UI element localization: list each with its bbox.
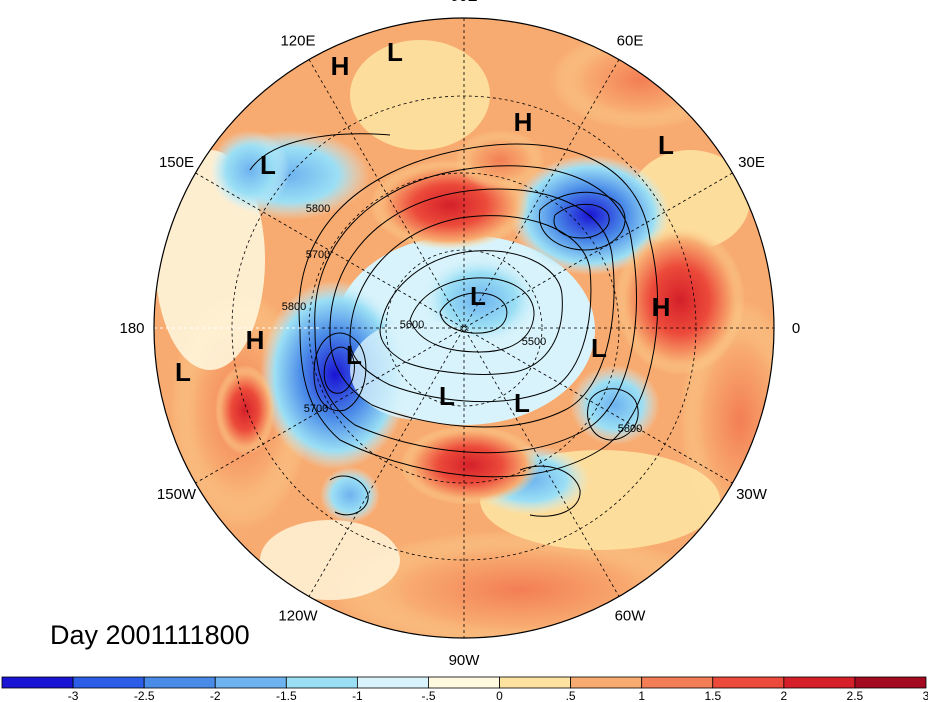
anomaly-field [154, 18, 774, 638]
colorbar-tick-label: 3 [923, 689, 928, 702]
low-pressure-marker: L [591, 333, 607, 363]
low-pressure-marker: L [260, 150, 276, 180]
colorbar-tick-label: -2.5 [134, 689, 155, 702]
low-pressure-marker: L [658, 130, 674, 160]
longitude-label: 60E [617, 33, 644, 50]
longitude-label: 30E [738, 154, 765, 171]
map-title: Day 2001111800 [50, 620, 250, 650]
colorbar-swatch [72, 676, 145, 689]
colorbar-swatch [356, 676, 429, 689]
colorbar-tick-label: -1.5 [276, 689, 297, 702]
colorbar-swatch [499, 676, 572, 689]
low-pressure-marker: L [470, 281, 486, 311]
colorbar-swatch [641, 676, 714, 689]
contour-label: 5700 [306, 249, 330, 261]
colorbar-tick-label: -2 [210, 689, 221, 702]
contour-label: 5700 [304, 403, 328, 415]
contour-label: 5500 [522, 336, 546, 348]
high-pressure-marker: H [246, 325, 265, 355]
longitude-label: 90W [449, 652, 481, 669]
colorbar-tick-label: -1 [352, 689, 363, 702]
colorbar-tick-label: 1.5 [704, 689, 721, 702]
colorbar-tick-label: 2 [780, 689, 787, 702]
longitude-labels: 90E 60E 30E 0 30W 60W 90W 120W 150W 180 150E 120E [119, 0, 800, 669]
longitude-label: 0 [792, 320, 800, 337]
map-boundary [153, 17, 775, 639]
colorbar-tick-label: 2.5 [847, 689, 864, 702]
colorbar-swatch [428, 676, 500, 689]
longitude-label: 120E [280, 33, 315, 50]
contour-label: 5600 [400, 319, 424, 331]
colorbar-tick-label: 0 [496, 689, 503, 702]
low-pressure-marker: L [346, 340, 362, 370]
colorbar-tick-label: -.5 [421, 689, 435, 702]
colorbar-swatch [570, 676, 643, 689]
colorbar-swatch [854, 676, 927, 689]
height-contours [249, 133, 659, 517]
low-pressure-marker: L [514, 388, 530, 418]
longitude-label: 30W [736, 486, 768, 503]
longitude-label: 150W [157, 486, 197, 503]
colorbar-tick-label: .5 [566, 689, 576, 702]
contour-label: 5800 [282, 301, 306, 313]
colorbar-swatch [214, 676, 287, 689]
colorbar-swatch [783, 676, 856, 689]
longitude-label: 180 [119, 320, 144, 337]
pressure-centers: H L H L L L H H L L L L L [175, 37, 674, 418]
colorbar: -3 -2.5 -2 -1.5 -1 -.5 0 .5 1 1.5 2 2.5 3 [1, 676, 928, 702]
low-pressure-marker: L [439, 381, 455, 411]
high-pressure-marker: H [331, 51, 350, 81]
colorbar-swatch [1, 676, 74, 689]
colorbar-tick-label: -3 [68, 689, 79, 702]
low-pressure-marker: L [387, 37, 403, 67]
colorbar-swatch [712, 676, 785, 689]
high-pressure-marker: H [652, 292, 671, 322]
low-pressure-marker: L [175, 357, 191, 387]
contour-label: 5800 [618, 423, 642, 435]
longitude-label: 60W [615, 608, 647, 625]
contour-value-labels: 5800 5700 5800 5700 5600 5500 5800 [282, 203, 642, 435]
colorbar-tick-label: 1 [638, 689, 645, 702]
high-pressure-marker: H [514, 107, 533, 137]
contour-label: 5800 [306, 203, 330, 215]
longitude-label: 90E [451, 0, 478, 5]
longitude-label: 120W [278, 608, 318, 625]
colorbar-swatch [143, 676, 216, 689]
colorbar-swatch [285, 676, 358, 689]
longitude-label: 150E [159, 154, 194, 171]
